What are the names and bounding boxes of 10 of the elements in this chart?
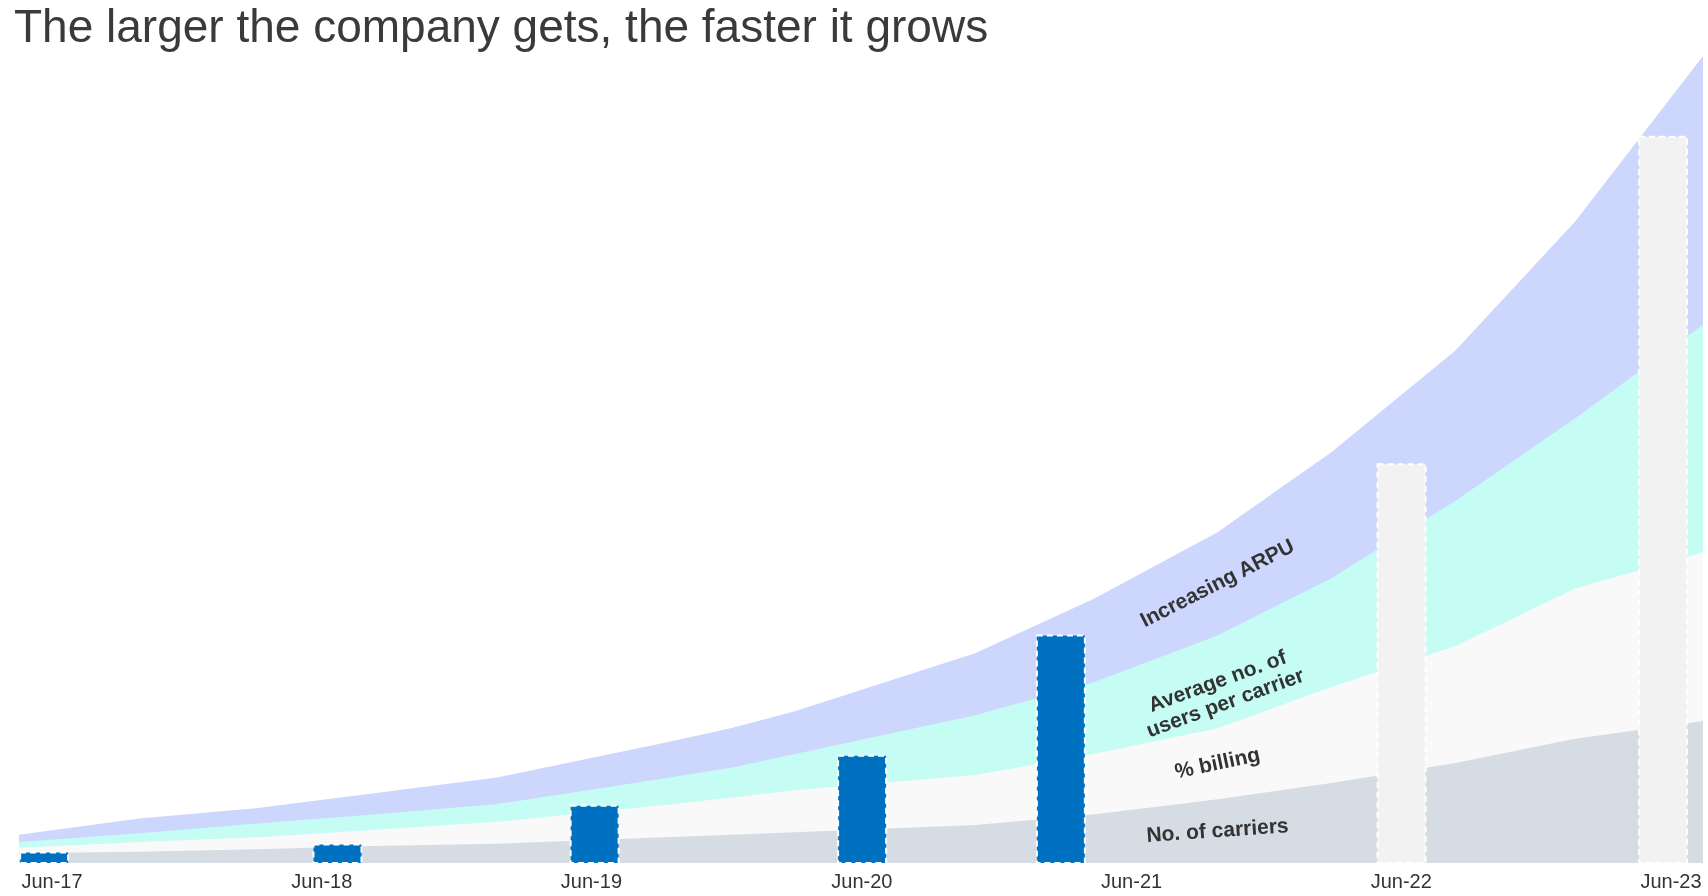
- x-tick-label: Jun-18: [291, 869, 353, 892]
- x-tick-label: Jun-21: [1101, 869, 1163, 892]
- series-label: No. of carriers: [1145, 813, 1290, 847]
- series-label: % billing: [1172, 742, 1262, 783]
- x-tick-label: Jun-17: [21, 869, 83, 892]
- x-tick-label: Jun-23: [1640, 869, 1702, 892]
- x-tick-label: Jun-22: [1370, 869, 1432, 892]
- x-tick-label: Jun-20: [831, 869, 893, 892]
- x-tick-label: Jun-19: [560, 869, 622, 892]
- chart-title: The larger the company gets, the faster it grows: [14, 0, 989, 52]
